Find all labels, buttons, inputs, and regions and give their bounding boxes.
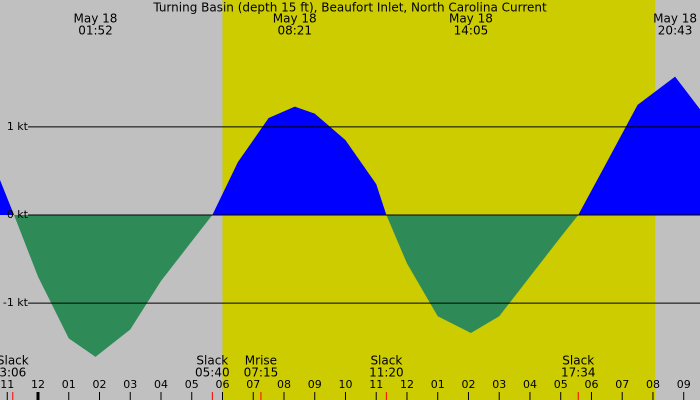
peak-date: May 18 <box>74 12 118 26</box>
peak-time: 08:21 <box>277 24 312 38</box>
x-tick-label: 08 <box>646 378 660 391</box>
x-tick-label: 11 <box>369 378 383 391</box>
peak-time: 20:43 <box>658 24 693 38</box>
event-time: 05:40 <box>195 366 230 380</box>
chart-title: Turning Basin (depth 15 ft), Beaufort In… <box>152 1 547 15</box>
x-tick-label: 08 <box>277 378 291 391</box>
event-time: 07:15 <box>244 366 279 380</box>
peak-date: May 18 <box>449 12 493 26</box>
x-tick-label: 04 <box>523 378 537 391</box>
flood-area <box>0 76 700 215</box>
y-tick-label: 0 kt <box>7 208 29 221</box>
event-time: 17:34 <box>561 366 596 380</box>
x-tick-label: 07 <box>246 378 260 391</box>
x-tick-label: 02 <box>461 378 475 391</box>
x-tick-label: 01 <box>431 378 445 391</box>
event-label: Slack <box>0 354 29 368</box>
x-tick-label: 12 <box>31 378 45 391</box>
ebb-area <box>14 215 579 357</box>
x-tick-label: 03 <box>492 378 506 391</box>
x-tick-label: 03 <box>123 378 137 391</box>
peak-date: May 18 <box>653 12 697 26</box>
x-tick-label: 05 <box>554 378 568 391</box>
x-tick-label: 11 <box>0 378 14 391</box>
event-label: Mrise <box>245 354 277 368</box>
x-tick-label: 09 <box>308 378 322 391</box>
peak-date: May 18 <box>273 12 317 26</box>
x-tick-label: 06 <box>215 378 229 391</box>
x-tick-label: 12 <box>400 378 414 391</box>
event-time: 11:20 <box>369 366 404 380</box>
x-tick-label: 10 <box>338 378 352 391</box>
event-label: Slack <box>562 354 594 368</box>
x-tick-label: 04 <box>154 378 168 391</box>
peak-time: 14:05 <box>454 24 489 38</box>
x-tick-label: 01 <box>62 378 76 391</box>
event-time: 3:06 <box>0 366 26 380</box>
y-tick-label: -1 kt <box>3 296 29 309</box>
x-tick-label: 05 <box>185 378 199 391</box>
x-tick-label: 07 <box>615 378 629 391</box>
peak-time: 01:52 <box>78 24 113 38</box>
event-label: Slack <box>370 354 402 368</box>
x-tick-label: 06 <box>584 378 598 391</box>
x-tick-label: 09 <box>677 378 691 391</box>
y-tick-label: 1 kt <box>7 120 29 133</box>
event-label: Slack <box>196 354 228 368</box>
x-tick-label: 02 <box>92 378 106 391</box>
